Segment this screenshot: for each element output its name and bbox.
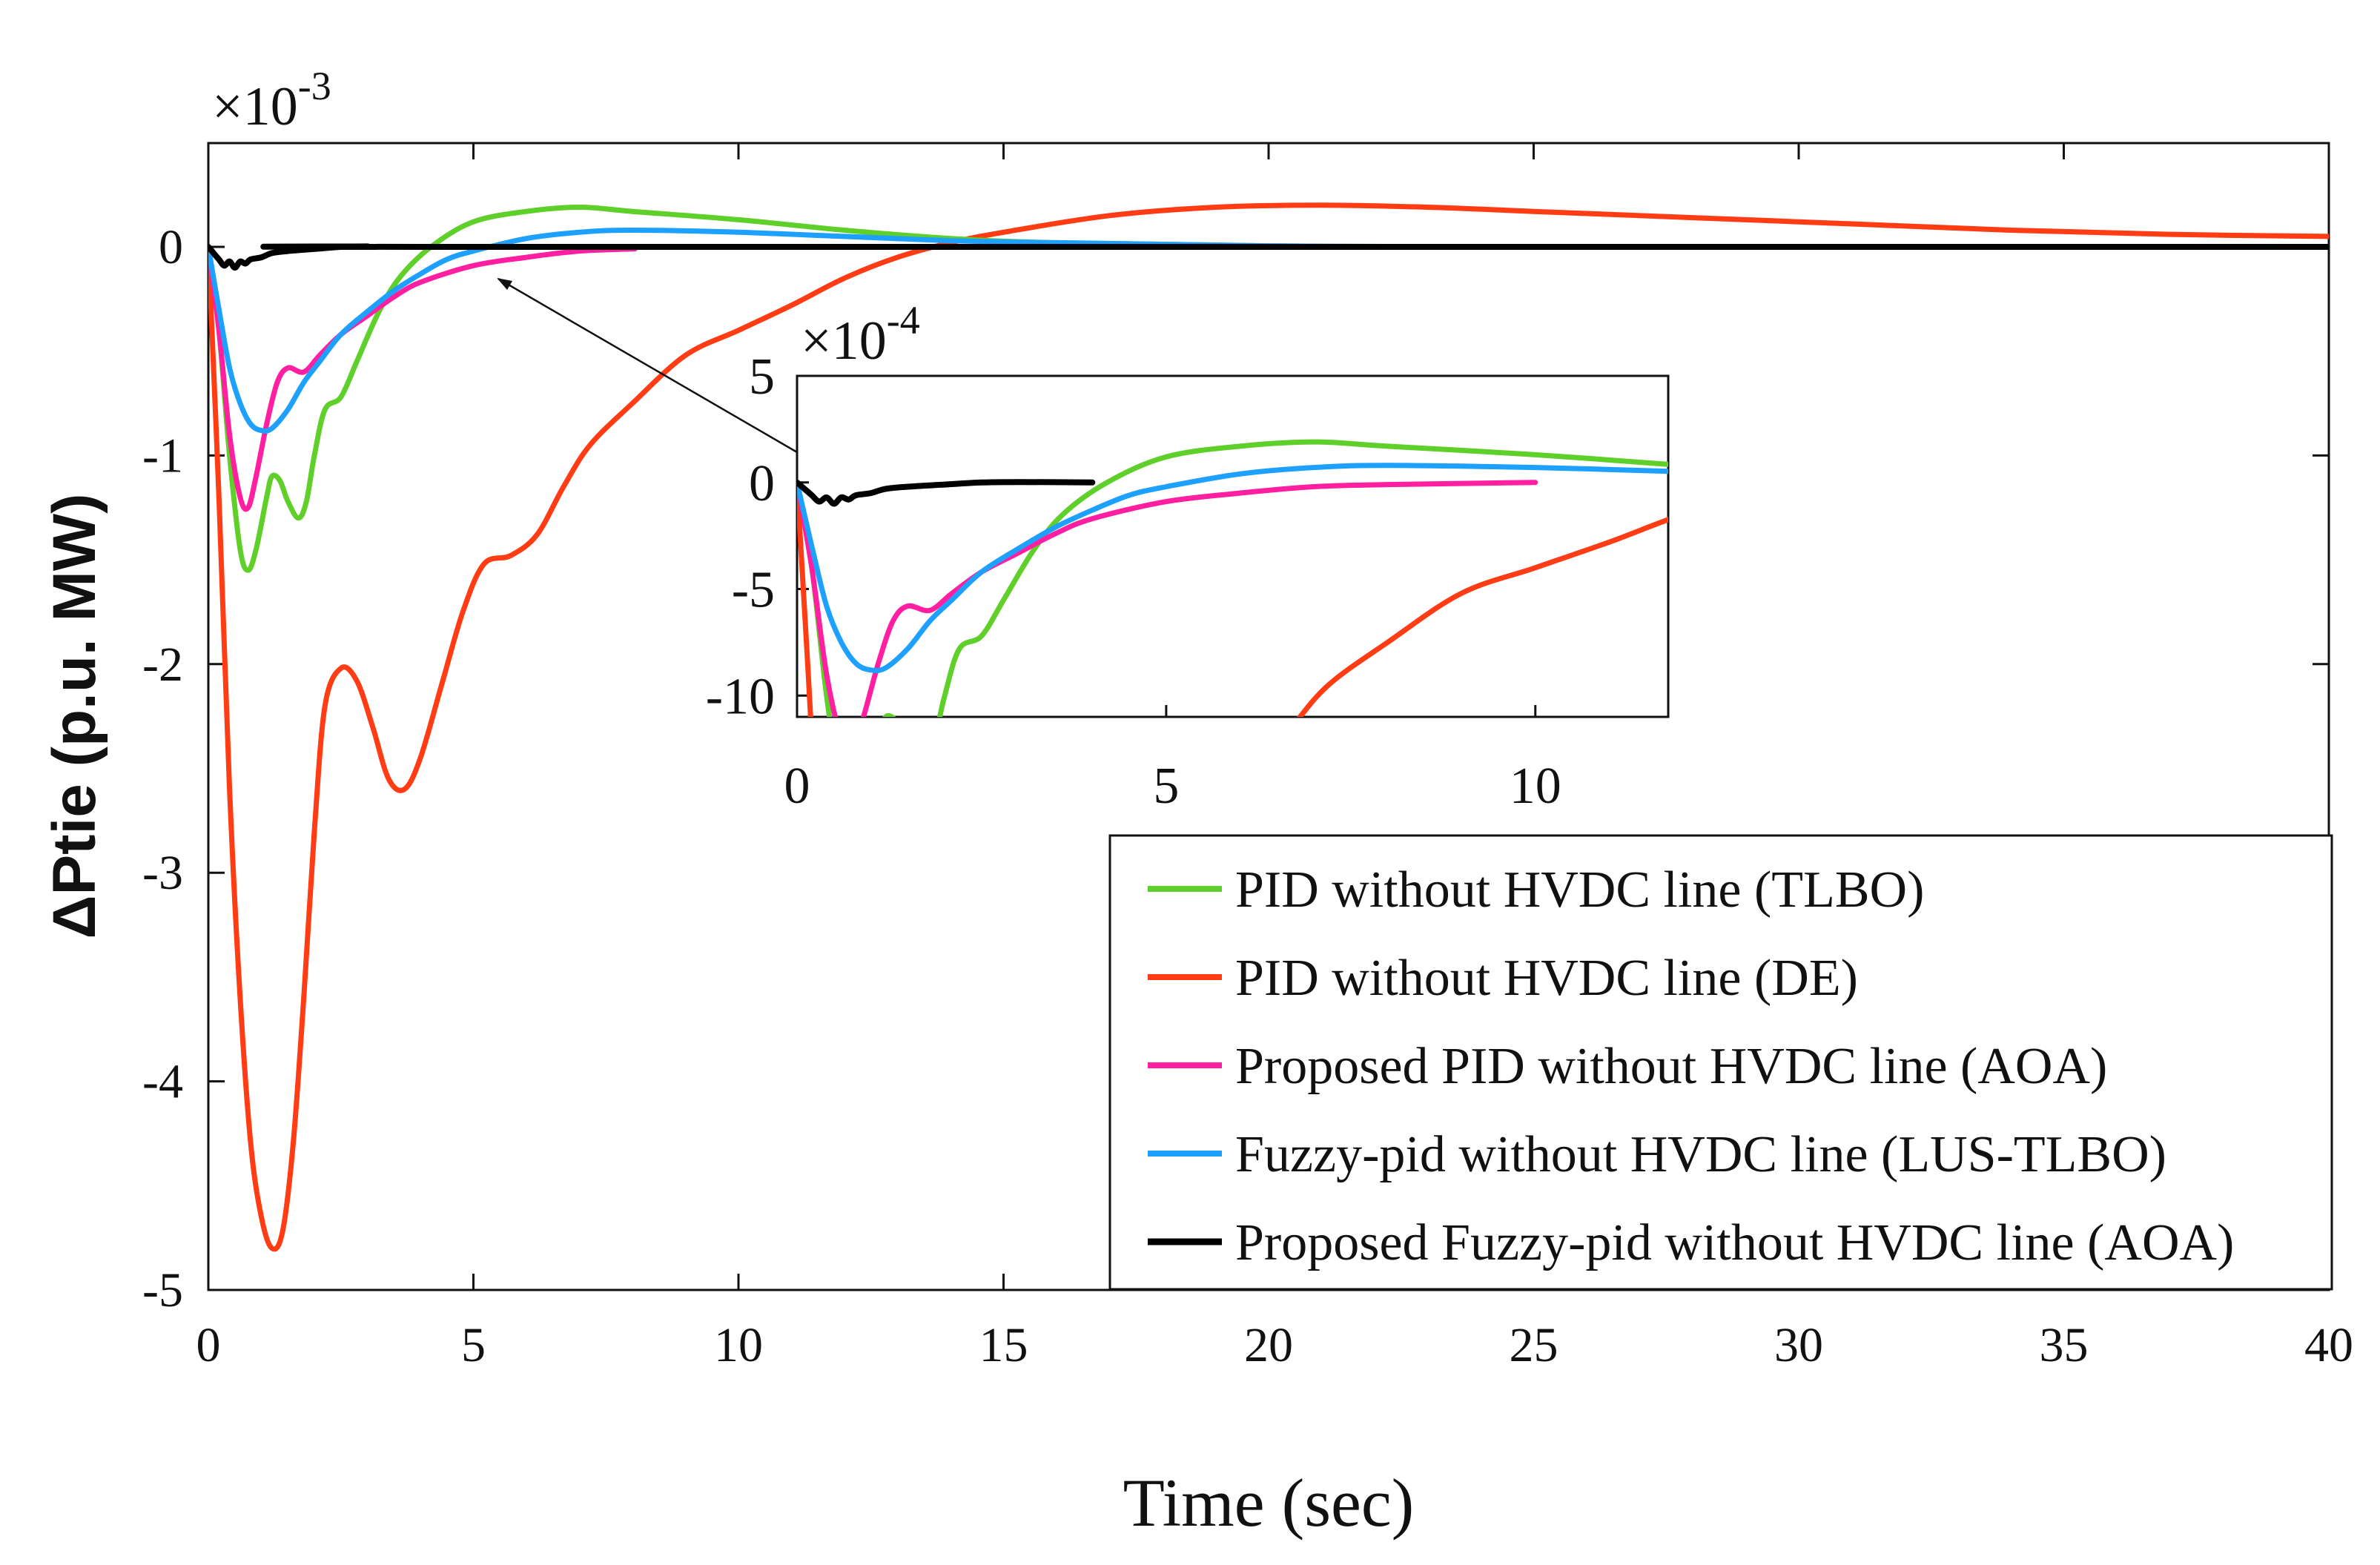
legend-label-5: Proposed Fuzzy-pid without HVDC line (AO… xyxy=(1235,1214,2234,1271)
inset-y-multiplier: ×10-4 xyxy=(801,298,920,371)
inset-ticks: 0 5 10 5 0 -5 -10 xyxy=(706,348,1561,815)
series-line-5 xyxy=(208,243,2329,271)
y-tick-label: -2 xyxy=(142,638,183,692)
legend-label-1: PID without HVDC line (TLBO) xyxy=(1235,861,1924,919)
inset-series-line-1 xyxy=(797,439,1668,717)
series-line-2 xyxy=(208,202,2329,1252)
x-tick-label: 0 xyxy=(196,1318,221,1372)
inset-y-tick-label: 5 xyxy=(749,348,775,406)
inset-series-line-5 xyxy=(797,479,1096,507)
main-ticks: 0 5 10 15 20 25 30 35 40 0 -1 -2 -3 -4 -5 xyxy=(142,143,2353,1372)
x-tick-label: 20 xyxy=(1244,1318,1293,1372)
y-tick-label: -5 xyxy=(142,1263,183,1317)
legend-label-2: PID without HVDC line (DE) xyxy=(1235,950,1858,1007)
inset-series-line-3 xyxy=(797,480,1538,717)
inset-y-tick-label: -5 xyxy=(732,562,775,619)
inset-series-line-4 xyxy=(797,463,1668,674)
inset-y-tick-label: -10 xyxy=(706,668,775,725)
legend-label-4: Fuzzy-pid without HVDC line (LUS-TLBO) xyxy=(1235,1126,2166,1183)
inset-x-tick-label: 5 xyxy=(1153,758,1179,815)
x-tick-label: 25 xyxy=(1510,1318,1558,1372)
inset-x-tick-label: 0 xyxy=(784,758,810,815)
y-axis-label: ΔPtie (p.u. MW) xyxy=(41,494,108,939)
main-series-group xyxy=(208,202,2329,1252)
y-tick-label: -4 xyxy=(142,1055,183,1109)
x-tick-label: 5 xyxy=(461,1318,486,1372)
legend-box xyxy=(1108,834,2333,1291)
inset-series-group xyxy=(797,439,1668,717)
inset-series-line-2 xyxy=(797,480,1668,717)
y-tick-label: -3 xyxy=(142,846,183,900)
inset-x-tick-label: 10 xyxy=(1510,758,1561,815)
y-multiplier: ×10-3 xyxy=(212,64,331,137)
x-tick-label: 40 xyxy=(2304,1318,2353,1372)
x-tick-label: 30 xyxy=(1774,1318,1823,1372)
legend: PID without HVDC line (TLBO) PID without … xyxy=(1108,834,2333,1291)
y-tick-label: 0 xyxy=(159,220,183,274)
x-tick-label: 10 xyxy=(714,1318,763,1372)
zoom-arrow xyxy=(497,277,798,454)
x-axis-label: Time (sec) xyxy=(1123,1465,1415,1541)
x-tick-label: 35 xyxy=(2040,1318,2089,1372)
inset-plot-area xyxy=(796,374,1670,718)
legend-label-3: Proposed PID without HVDC line (AOA) xyxy=(1235,1038,2107,1095)
x-tick-label: 15 xyxy=(979,1318,1028,1372)
inset-y-tick-label: 0 xyxy=(749,455,775,512)
y-tick-label: -1 xyxy=(142,429,183,483)
